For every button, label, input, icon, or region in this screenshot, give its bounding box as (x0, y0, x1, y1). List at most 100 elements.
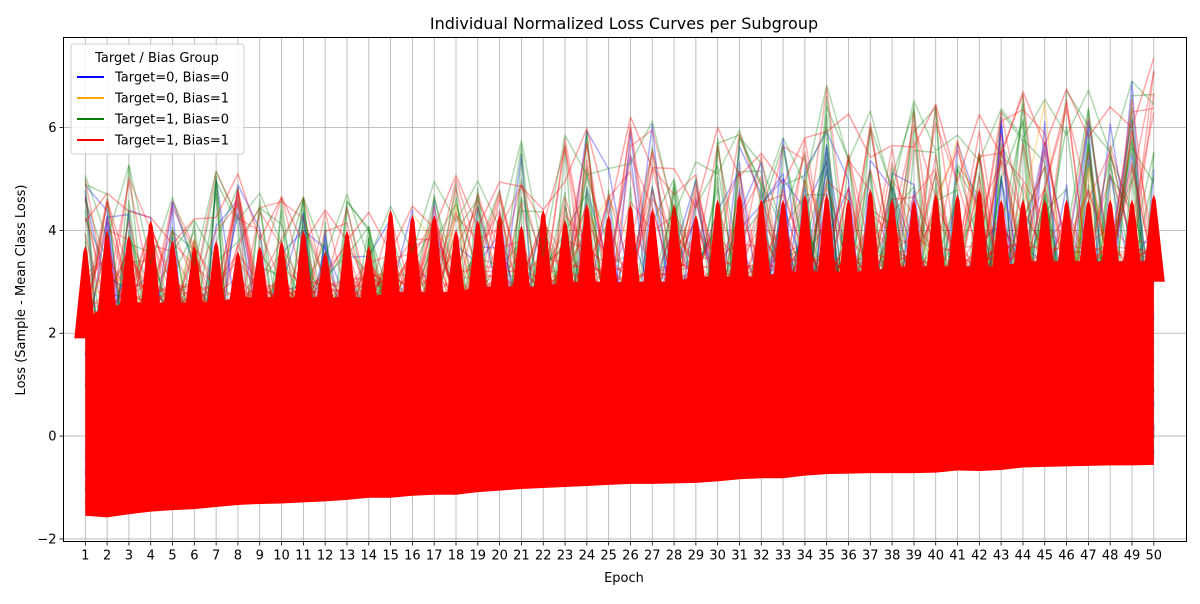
legend: Target / Bias Group Target=0, Bias=0Targ… (70, 43, 245, 155)
x-tick-label: 13 (339, 549, 356, 564)
series-spike-target-1-bias-1 (1142, 194, 1165, 282)
x-tick-label: 1 (81, 549, 89, 564)
legend-entries: Target=0, Bias=0 Target=0, Bias=1 Target=1… (77, 71, 229, 149)
series-spike-target-1-bias-1 (772, 199, 795, 293)
series-line-target-1-bias-1 (85, 138, 1155, 329)
series-spike-target-1-bias-1 (161, 240, 184, 323)
x-tick-label: 38 (884, 549, 901, 564)
x-tick-label: 34 (797, 549, 814, 564)
x-tick-label: 32 (753, 549, 770, 564)
x-axis-title: Epoch (604, 571, 644, 586)
series-line-target-1-bias-1 (84, 154, 1155, 337)
x-tick-label: 18 (448, 549, 465, 564)
x-tick-label: 43 (993, 549, 1010, 564)
series-line-target-1-bias-1 (84, 147, 1154, 328)
series-spike-target-1-bias-1 (74, 245, 97, 339)
chart-title: Individual Normalized Loss Curves per Su… (430, 14, 818, 33)
x-tick-label: 20 (491, 549, 508, 564)
legend-label: Target=1, Bias=1 (114, 134, 229, 149)
x-tick-label: 21 (513, 549, 530, 564)
x-tick-label: 14 (361, 549, 378, 564)
series-spike-target-1-bias-1 (292, 230, 315, 318)
x-tick-label: 45 (1036, 549, 1053, 564)
series-spike-target-1-bias-1 (96, 230, 119, 329)
series-spike-target-1-bias-1 (859, 189, 882, 293)
series-spike-target-1-bias-1 (488, 214, 511, 308)
x-tick-label: 46 (1058, 549, 1075, 564)
series-spike-target-1-bias-1 (248, 245, 271, 318)
series-line-target-1-bias-1 (84, 57, 1155, 254)
series-line-target-1-bias-1 (84, 93, 1155, 324)
x-tick-label: 41 (949, 549, 966, 564)
x-tick-label: 8 (234, 549, 242, 564)
series-line-target-1-bias-1 (85, 102, 1155, 321)
series-line-target-1-bias-1 (85, 144, 1154, 323)
x-tick-label: 36 (840, 549, 857, 564)
x-tick-label: 50 (1146, 549, 1163, 564)
series-band-target-1-bias-1 (85, 261, 1154, 518)
x-tick-label: 7 (212, 549, 220, 564)
series-spike-target-1-bias-1 (597, 214, 620, 303)
series-line-target-1-bias-1 (84, 155, 1155, 329)
series-spike-target-1-bias-1 (205, 240, 228, 323)
series-spike-target-1-bias-1 (793, 194, 816, 293)
x-tick-label: 23 (557, 549, 574, 564)
x-tick-label: 16 (404, 549, 421, 564)
series-spike-target-1-bias-1 (1077, 199, 1100, 282)
series-spike-target-1-bias-1 (1033, 199, 1056, 282)
x-tick-label: 31 (731, 549, 748, 564)
series-spike-target-1-bias-1 (357, 245, 380, 318)
x-tick-label: 28 (666, 549, 683, 564)
x-tick-label: 40 (927, 549, 944, 564)
x-tick-label: 3 (125, 549, 133, 564)
series-line-target-1-bias-1 (84, 132, 1154, 323)
series-line-target-1-bias-1 (84, 117, 1155, 329)
legend-title: Target / Bias Group (94, 51, 219, 66)
legend-label: Target=0, Bias=1 (114, 92, 229, 107)
x-tick-label: 11 (295, 549, 312, 564)
y-axis-title: Loss (Sample - Mean Class Loss) (14, 185, 29, 396)
series-spike-target-1-bias-1 (314, 250, 337, 318)
series-spike-target-1-bias-1 (924, 194, 947, 287)
series-spike-target-1-bias-1 (1121, 199, 1143, 282)
series-spike-target-1-bias-1 (619, 204, 642, 303)
series-spike-target-1-bias-1 (401, 214, 424, 313)
y-tick-label: 6 (48, 121, 56, 136)
x-tick-label: 2 (103, 549, 111, 564)
legend-box (70, 43, 245, 155)
x-tick-label: 37 (862, 549, 879, 564)
series-spike-target-1-bias-1 (270, 240, 293, 318)
legend-label: Target=1, Bias=0 (114, 113, 229, 128)
series-line-target-1-bias-1 (85, 171, 1155, 328)
y-tick-label: −2 (37, 532, 56, 547)
series-spike-target-1-bias-1 (226, 250, 249, 318)
x-tick-label: 47 (1080, 549, 1097, 564)
series-spike-target-1-bias-1 (902, 199, 925, 287)
x-tick-label: 22 (535, 549, 552, 564)
series-line-target-1-bias-1 (84, 71, 1155, 318)
x-tick-label: 42 (971, 549, 988, 564)
series-spike-target-1-bias-1 (706, 199, 729, 298)
x-tick-label: 10 (273, 549, 290, 564)
series-spike-target-1-bias-1 (990, 199, 1013, 287)
series-line-target-1-bias-1 (84, 70, 1155, 333)
x-tick-label: 48 (1102, 549, 1119, 564)
series-line-target-1-bias-1 (84, 110, 1155, 326)
x-tick-label: 24 (579, 549, 596, 564)
series-line-target-1-bias-1 (84, 150, 1155, 328)
x-tick-label: 27 (644, 549, 661, 564)
y-tick-label: 4 (48, 224, 56, 239)
series-spike-target-1-bias-1 (423, 214, 446, 313)
series-spike-target-1-bias-1 (445, 230, 467, 313)
series-spike-target-1-bias-1 (532, 209, 555, 308)
x-tick-label: 30 (709, 549, 726, 564)
series-spike-target-1-bias-1 (837, 199, 860, 293)
series-spike-target-1-bias-1 (968, 189, 991, 287)
series-spike-target-1-bias-1 (575, 204, 598, 303)
series-line-target-1-bias-1 (84, 106, 1155, 325)
series-spike-target-1-bias-1 (466, 220, 489, 308)
x-tick-label: 33 (775, 549, 792, 564)
series-spike-target-1-bias-1 (336, 230, 358, 318)
series-line-target-1-bias-1 (85, 123, 1155, 326)
